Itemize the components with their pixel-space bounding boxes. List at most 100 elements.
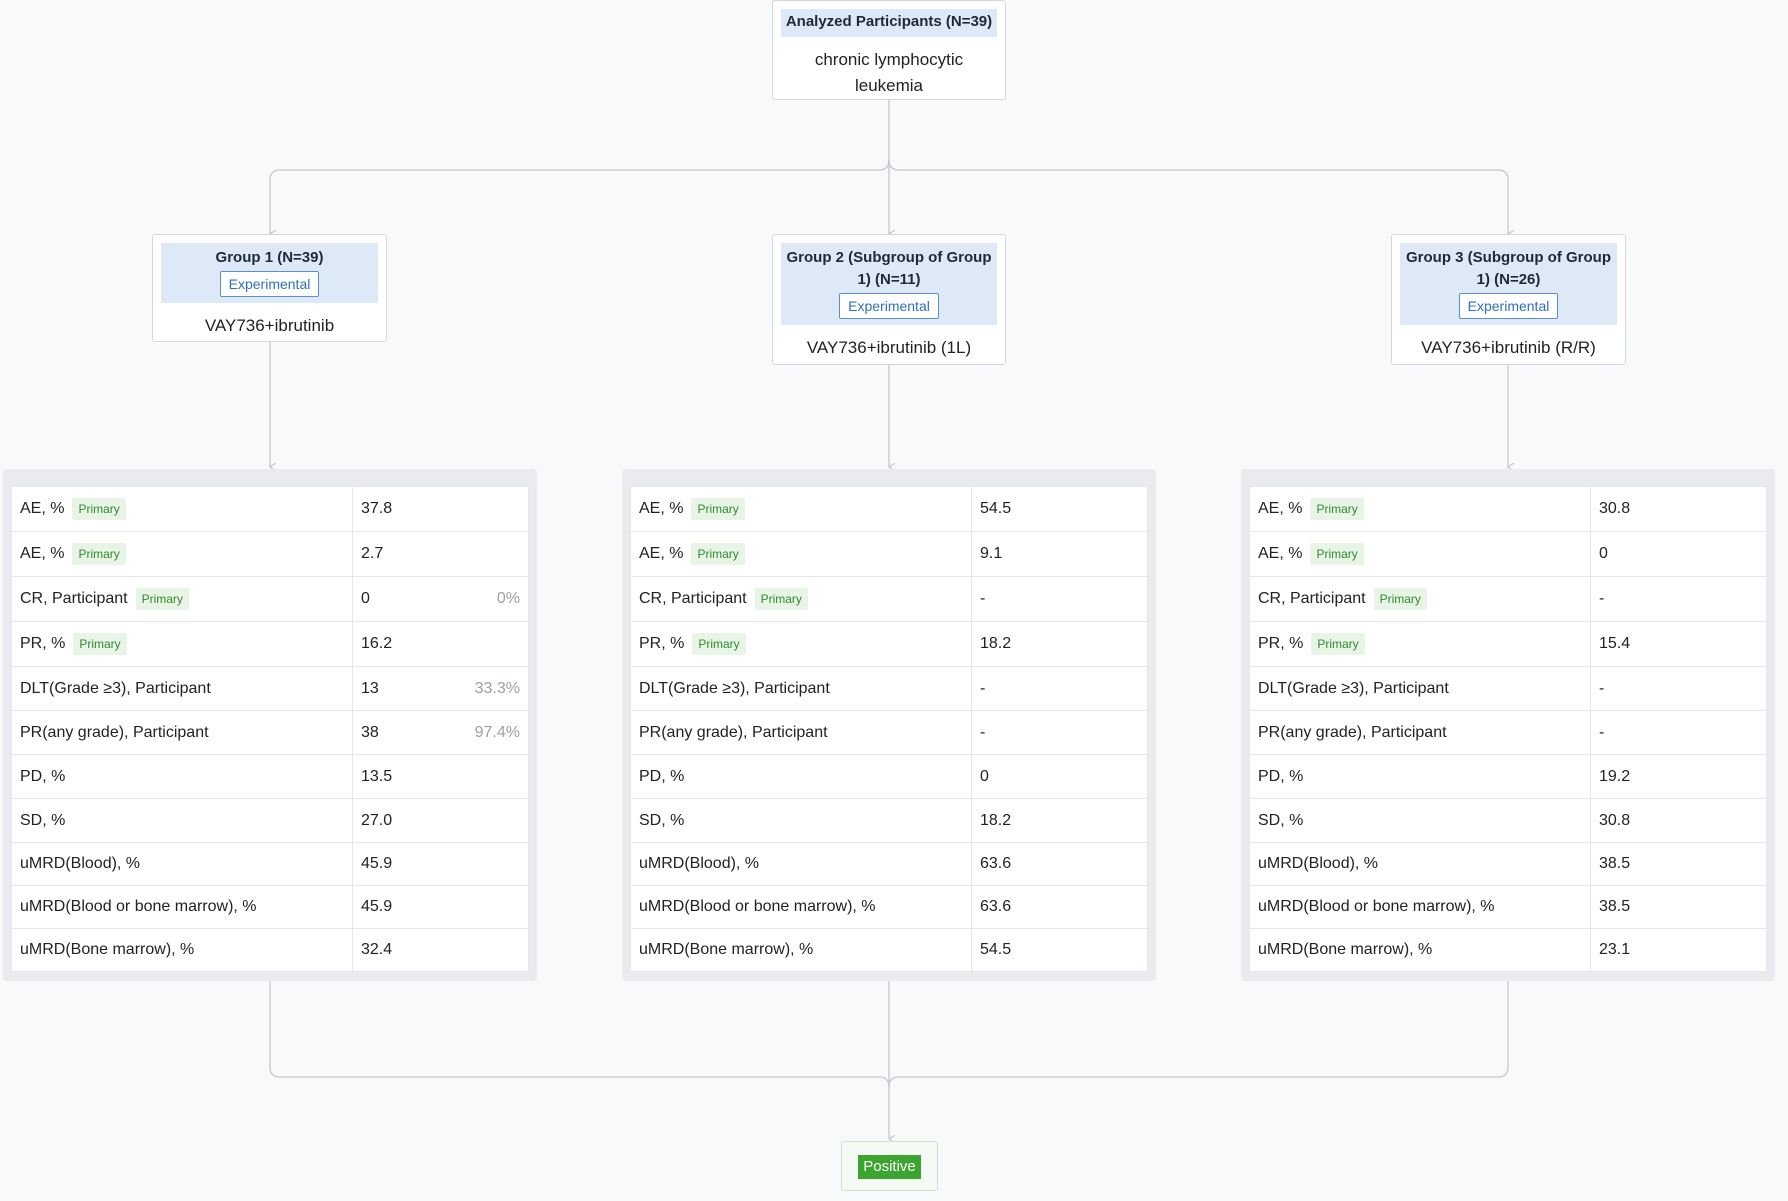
measure-cell: uMRD(Blood), % [631, 843, 972, 886]
value-cell: 63.6 [972, 843, 1148, 886]
measure-cell: CR, ParticipantPrimary [1250, 577, 1591, 622]
value-cell: 18.2 [972, 622, 1148, 667]
value-cell: 9.1 [972, 532, 1148, 577]
table-row: SD, %30.8 [1250, 799, 1767, 843]
primary-badge: Primary [72, 543, 125, 565]
measure-cell: SD, % [631, 799, 972, 843]
measure-value: - [980, 590, 985, 607]
value-cell: - [972, 667, 1148, 711]
measure-percent: 33.3% [475, 680, 520, 698]
value-cell: 38.5 [1591, 886, 1767, 929]
measure-cell: PR(any grade), Participant [12, 711, 353, 755]
primary-badge: Primary [1374, 588, 1427, 610]
primary-badge: Primary [691, 498, 744, 520]
measure-value: - [1599, 590, 1604, 607]
primary-badge: Primary [755, 588, 808, 610]
measure-value: 54.5 [980, 941, 1011, 958]
table-row: PR, %Primary18.2 [631, 622, 1148, 667]
measure-label: uMRD(Blood), % [1258, 855, 1378, 872]
measure-cell: uMRD(Blood or bone marrow), % [12, 886, 353, 929]
value-cell: 45.9 [353, 843, 529, 886]
measure-value: 63.6 [980, 855, 1011, 872]
value-cell: 38.5 [1591, 843, 1767, 886]
group-intervention-1: VAY736+ibrutinib [153, 313, 386, 339]
measure-value: 23.1 [1599, 941, 1630, 958]
value-cell: 18.2 [972, 799, 1148, 843]
measure-label: PR, % [639, 635, 684, 652]
outcome-table-3: AE, %Primary30.8AE, %Primary0CR, Partici… [1249, 486, 1767, 972]
measure-label: DLT(Grade ≥3), Participant [20, 680, 211, 697]
table-row: uMRD(Blood or bone marrow), %38.5 [1250, 886, 1767, 929]
measure-cell: SD, % [12, 799, 353, 843]
outcome-table-2: AE, %Primary54.5AE, %Primary9.1CR, Parti… [630, 486, 1148, 972]
group-intervention-3: VAY736+ibrutinib (R/R) [1392, 335, 1625, 361]
table-row: uMRD(Blood or bone marrow), % 63.6 [631, 886, 1148, 929]
measure-value: 38.5 [1599, 855, 1630, 872]
primary-badge: Primary [691, 543, 744, 565]
measure-label: AE, % [1258, 545, 1302, 562]
connector-table-3-to-outcome [889, 981, 1508, 1087]
measure-label: PR(any grade), Participant [639, 724, 828, 741]
table-row: PR, %Primary16.2 [12, 622, 529, 667]
measure-percent: 0% [497, 590, 520, 608]
table-row: uMRD(Blood), % 63.6 [631, 843, 1148, 886]
measure-cell: uMRD(Bone marrow), % [631, 929, 972, 972]
measure-cell: PD, % [631, 755, 972, 799]
measure-value: 37.8 [361, 500, 392, 517]
group-title-1: Group 1 (N=39) [165, 247, 374, 269]
table-row: CR, ParticipantPrimary00% [12, 577, 529, 622]
measure-value: 45.9 [361, 898, 392, 915]
measure-label: uMRD(Bone marrow), % [639, 941, 813, 958]
group-title-3: Group 3 (Subgroup of Group 1) (N=26) [1404, 247, 1613, 291]
measure-label: SD, % [20, 812, 65, 829]
table-row: SD, %27.0 [12, 799, 529, 843]
primary-badge: Primary [1310, 498, 1363, 520]
value-cell: 1333.3% [353, 667, 529, 711]
measure-cell: PR, %Primary [1250, 622, 1591, 667]
measure-cell: uMRD(Blood or bone marrow), % [631, 886, 972, 929]
measure-percent: 97.4% [475, 724, 520, 742]
measure-label: AE, % [20, 500, 64, 517]
primary-badge: Primary [72, 498, 125, 520]
value-cell: - [1591, 577, 1767, 622]
outcome-table-1: AE, %Primary37.8AE, %Primary2.7CR, Parti… [11, 486, 529, 972]
measure-label: uMRD(Blood or bone marrow), % [20, 898, 257, 915]
connector-root-to-group-3 [889, 160, 1508, 234]
measure-label: PD, % [639, 768, 684, 785]
primary-badge: Primary [136, 588, 189, 610]
outcome-panel-2: AE, %Primary54.5AE, %Primary9.1CR, Parti… [622, 469, 1156, 981]
measure-label: PD, % [20, 768, 65, 785]
value-cell: - [972, 577, 1148, 622]
group-header-1: Group 1 (N=39) Experimental [161, 243, 378, 303]
measure-cell: PR(any grade), Participant [1250, 711, 1591, 755]
value-cell: 16.2 [353, 622, 529, 667]
value-cell: 32.4 [353, 929, 529, 972]
measure-label: uMRD(Bone marrow), % [1258, 941, 1432, 958]
measure-value: 15.4 [1599, 635, 1630, 652]
measure-label: AE, % [639, 500, 683, 517]
measure-value: 0 [1599, 545, 1608, 562]
measure-value: 63.6 [980, 898, 1011, 915]
measure-value: 2.7 [361, 545, 383, 562]
measure-label: uMRD(Blood or bone marrow), % [639, 898, 876, 915]
table-row: AE, %Primary0 [1250, 532, 1767, 577]
measure-cell: PD, % [12, 755, 353, 799]
value-cell: 00% [353, 577, 529, 622]
value-cell: 0 [1591, 532, 1767, 577]
measure-cell: AE, %Primary [12, 532, 353, 577]
connector-root-to-group-1 [270, 160, 889, 234]
value-cell: 2.7 [353, 532, 529, 577]
table-row: PR(any grade), Participant3897.4% [12, 711, 529, 755]
measure-value: - [980, 724, 985, 741]
value-cell: - [1591, 711, 1767, 755]
measure-value: 16.2 [361, 635, 392, 652]
measure-label: AE, % [639, 545, 683, 562]
table-row: PD, %19.2 [1250, 755, 1767, 799]
measure-label: PR, % [20, 635, 65, 652]
value-cell: 15.4 [1591, 622, 1767, 667]
table-row: PR(any grade), Participant- [1250, 711, 1767, 755]
measure-label: DLT(Grade ≥3), Participant [639, 680, 830, 697]
table-row: CR, ParticipantPrimary- [631, 577, 1148, 622]
table-row: AE, % Primary 37.8 [12, 487, 529, 532]
value-cell: - [972, 711, 1148, 755]
